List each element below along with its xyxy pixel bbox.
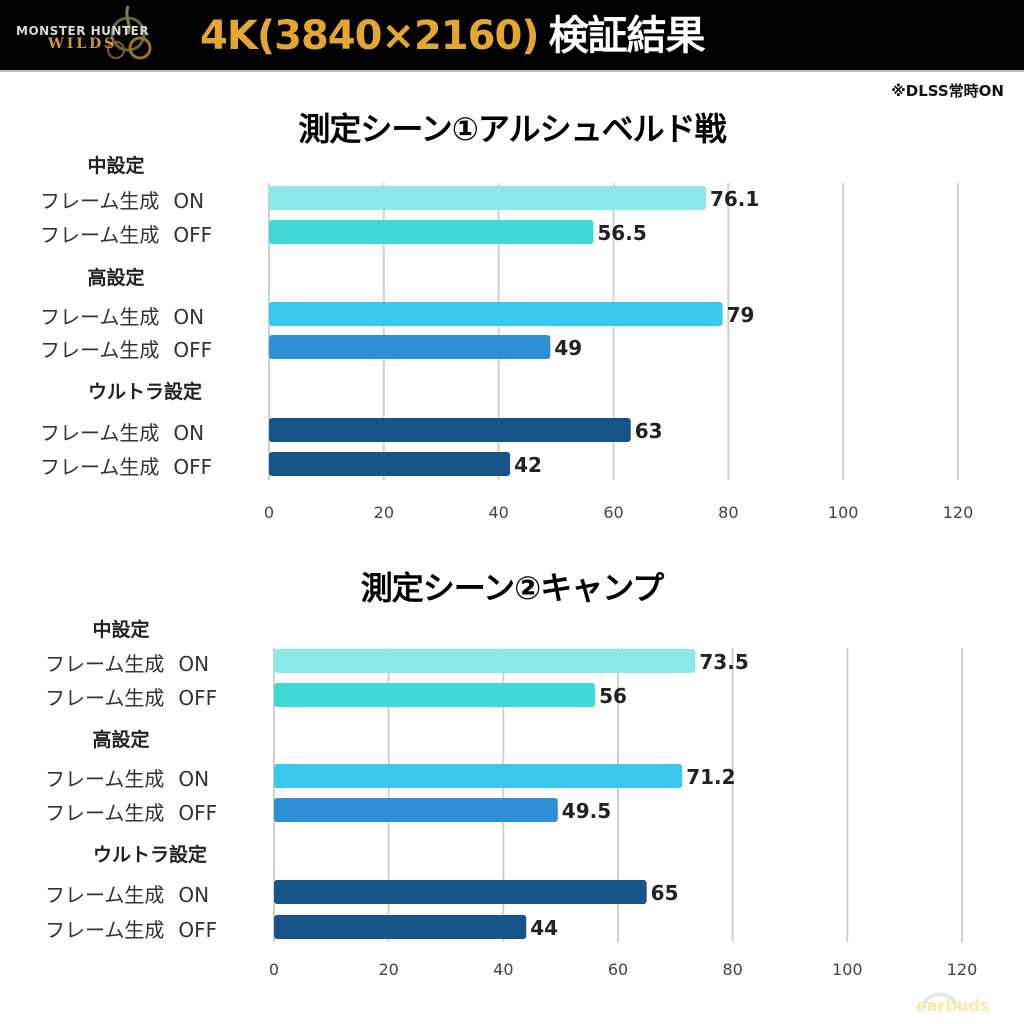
bar-label-state: OFF (178, 801, 218, 825)
bar-label-name: フレーム生成 (40, 338, 160, 362)
bar-label: フレーム生成 ON (45, 879, 209, 908)
watermark: earbuds (898, 984, 1018, 1018)
bar-label-state: OFF (173, 223, 213, 247)
x-tick-label: 120 (943, 503, 974, 522)
bar-label: フレーム生成 ON (40, 301, 204, 330)
bar-label-name: フレーム生成 (40, 223, 160, 247)
x-tick-label: 60 (603, 503, 623, 522)
bar (274, 798, 558, 822)
bar (269, 418, 631, 442)
bar-label-name: フレーム生成 (40, 305, 160, 329)
bar-value-label: 71.2 (686, 765, 735, 789)
bar-label: フレーム生成 OFF (45, 797, 217, 826)
x-tick-label: 20 (374, 503, 394, 522)
bar (269, 335, 551, 359)
x-tick-label: 0 (269, 960, 279, 979)
group-label: ウルトラ設定 (87, 381, 202, 403)
bar-label: フレーム生成 OFF (40, 219, 212, 248)
bar-label-state: ON (173, 189, 205, 213)
headphones-icon (922, 992, 958, 1009)
bar-label-name: フレーム生成 (45, 883, 165, 907)
bar (274, 915, 527, 939)
group-label: 高設定 (87, 267, 145, 289)
bar (274, 649, 696, 673)
bar-value-label: 56.5 (597, 221, 646, 245)
bar-label-state: ON (178, 883, 210, 907)
bar-value-label: 73.5 (699, 650, 748, 674)
watermark-text: earbuds (916, 996, 990, 1015)
bar (269, 220, 594, 244)
bar-value-label: 42 (514, 453, 542, 477)
bar (269, 302, 723, 326)
logo-subtitle: WILDS (48, 36, 118, 52)
bar-label: フレーム生成 OFF (40, 451, 212, 480)
bar-value-label: 76.1 (710, 187, 759, 211)
bar-label: フレーム生成 OFF (45, 682, 217, 711)
bar-value-label: 79 (727, 303, 755, 327)
bar (269, 186, 706, 210)
chart-1: 0 20 40 60 80 100 120 76.1 56.5 79 49 63 42 (264, 183, 974, 522)
logo-title: MONSTER HUNTER (16, 24, 150, 38)
x-tick-label: 20 (378, 960, 398, 979)
bar-value-label: 49 (554, 336, 582, 360)
bar-label-name: フレーム生成 (45, 767, 165, 791)
x-tick-label: 100 (828, 503, 859, 522)
group-label: 中設定 (87, 155, 145, 177)
bar (269, 452, 511, 476)
bar-label-state: ON (173, 421, 205, 445)
bar (274, 764, 683, 788)
bar-label: フレーム生成 ON (45, 763, 209, 792)
x-tick-label: 80 (718, 503, 738, 522)
bar-label-state: OFF (173, 338, 213, 362)
x-tick-label: 0 (264, 503, 274, 522)
x-tick-label: 40 (493, 960, 513, 979)
x-tick-label: 100 (832, 960, 863, 979)
game-logo: MONSTER HUNTER WILDS (10, 5, 190, 66)
logo-emblem-icon (107, 5, 152, 60)
bar-label-name: フレーム生成 (40, 421, 160, 445)
bar-label-state: ON (173, 305, 205, 329)
x-tick-label: 120 (947, 960, 978, 979)
bar-label: フレーム生成 ON (45, 648, 209, 677)
bar-label: フレーム生成 OFF (45, 914, 217, 943)
group-label: ウルトラ設定 (92, 844, 207, 866)
group-label: 高設定 (92, 729, 150, 751)
bar-label-name: フレーム生成 (40, 189, 160, 213)
bar-label-name: フレーム生成 (45, 801, 165, 825)
bar-label-name: フレーム生成 (40, 455, 160, 479)
bar-label-state: OFF (178, 918, 218, 942)
header-bar: MONSTER HUNTER WILDS 4K(3840×2160) 検証結果 (0, 0, 1024, 72)
x-tick-label: 40 (488, 503, 508, 522)
bar-label: フレーム生成 ON (40, 185, 204, 214)
bar-label: フレーム生成 OFF (40, 334, 212, 363)
bar-label-state: ON (178, 767, 210, 791)
bar-label-state: ON (178, 652, 210, 676)
bar (274, 880, 647, 904)
bar-label-name: フレーム生成 (45, 652, 165, 676)
title-resolution: 4K(3840×2160) (200, 13, 540, 59)
bar-label: フレーム生成 ON (40, 417, 204, 446)
bar-label-state: OFF (173, 455, 213, 479)
title-suffix: 検証結果 (548, 13, 706, 59)
page-title: 4K(3840×2160) 検証結果 (200, 8, 706, 64)
bar (274, 683, 596, 707)
chart-2-title: 測定シーン②キャンプ (360, 569, 665, 607)
bar-value-label: 65 (651, 881, 679, 905)
bar-value-label: 49.5 (562, 799, 611, 823)
x-tick-label: 80 (722, 960, 742, 979)
chart-1-title: 測定シーン①アルシュベルド戦 (298, 110, 726, 148)
bar-value-label: 44 (530, 916, 558, 940)
bar-label-state: OFF (178, 686, 218, 710)
dlss-note: ※DLSS常時ON (891, 82, 1004, 100)
bar-label-name: フレーム生成 (45, 918, 165, 942)
x-tick-label: 60 (608, 960, 628, 979)
bar-value-label: 56 (599, 684, 627, 708)
group-label: 中設定 (92, 619, 150, 641)
bar-label-name: フレーム生成 (45, 686, 165, 710)
bar-value-label: 63 (635, 419, 663, 443)
